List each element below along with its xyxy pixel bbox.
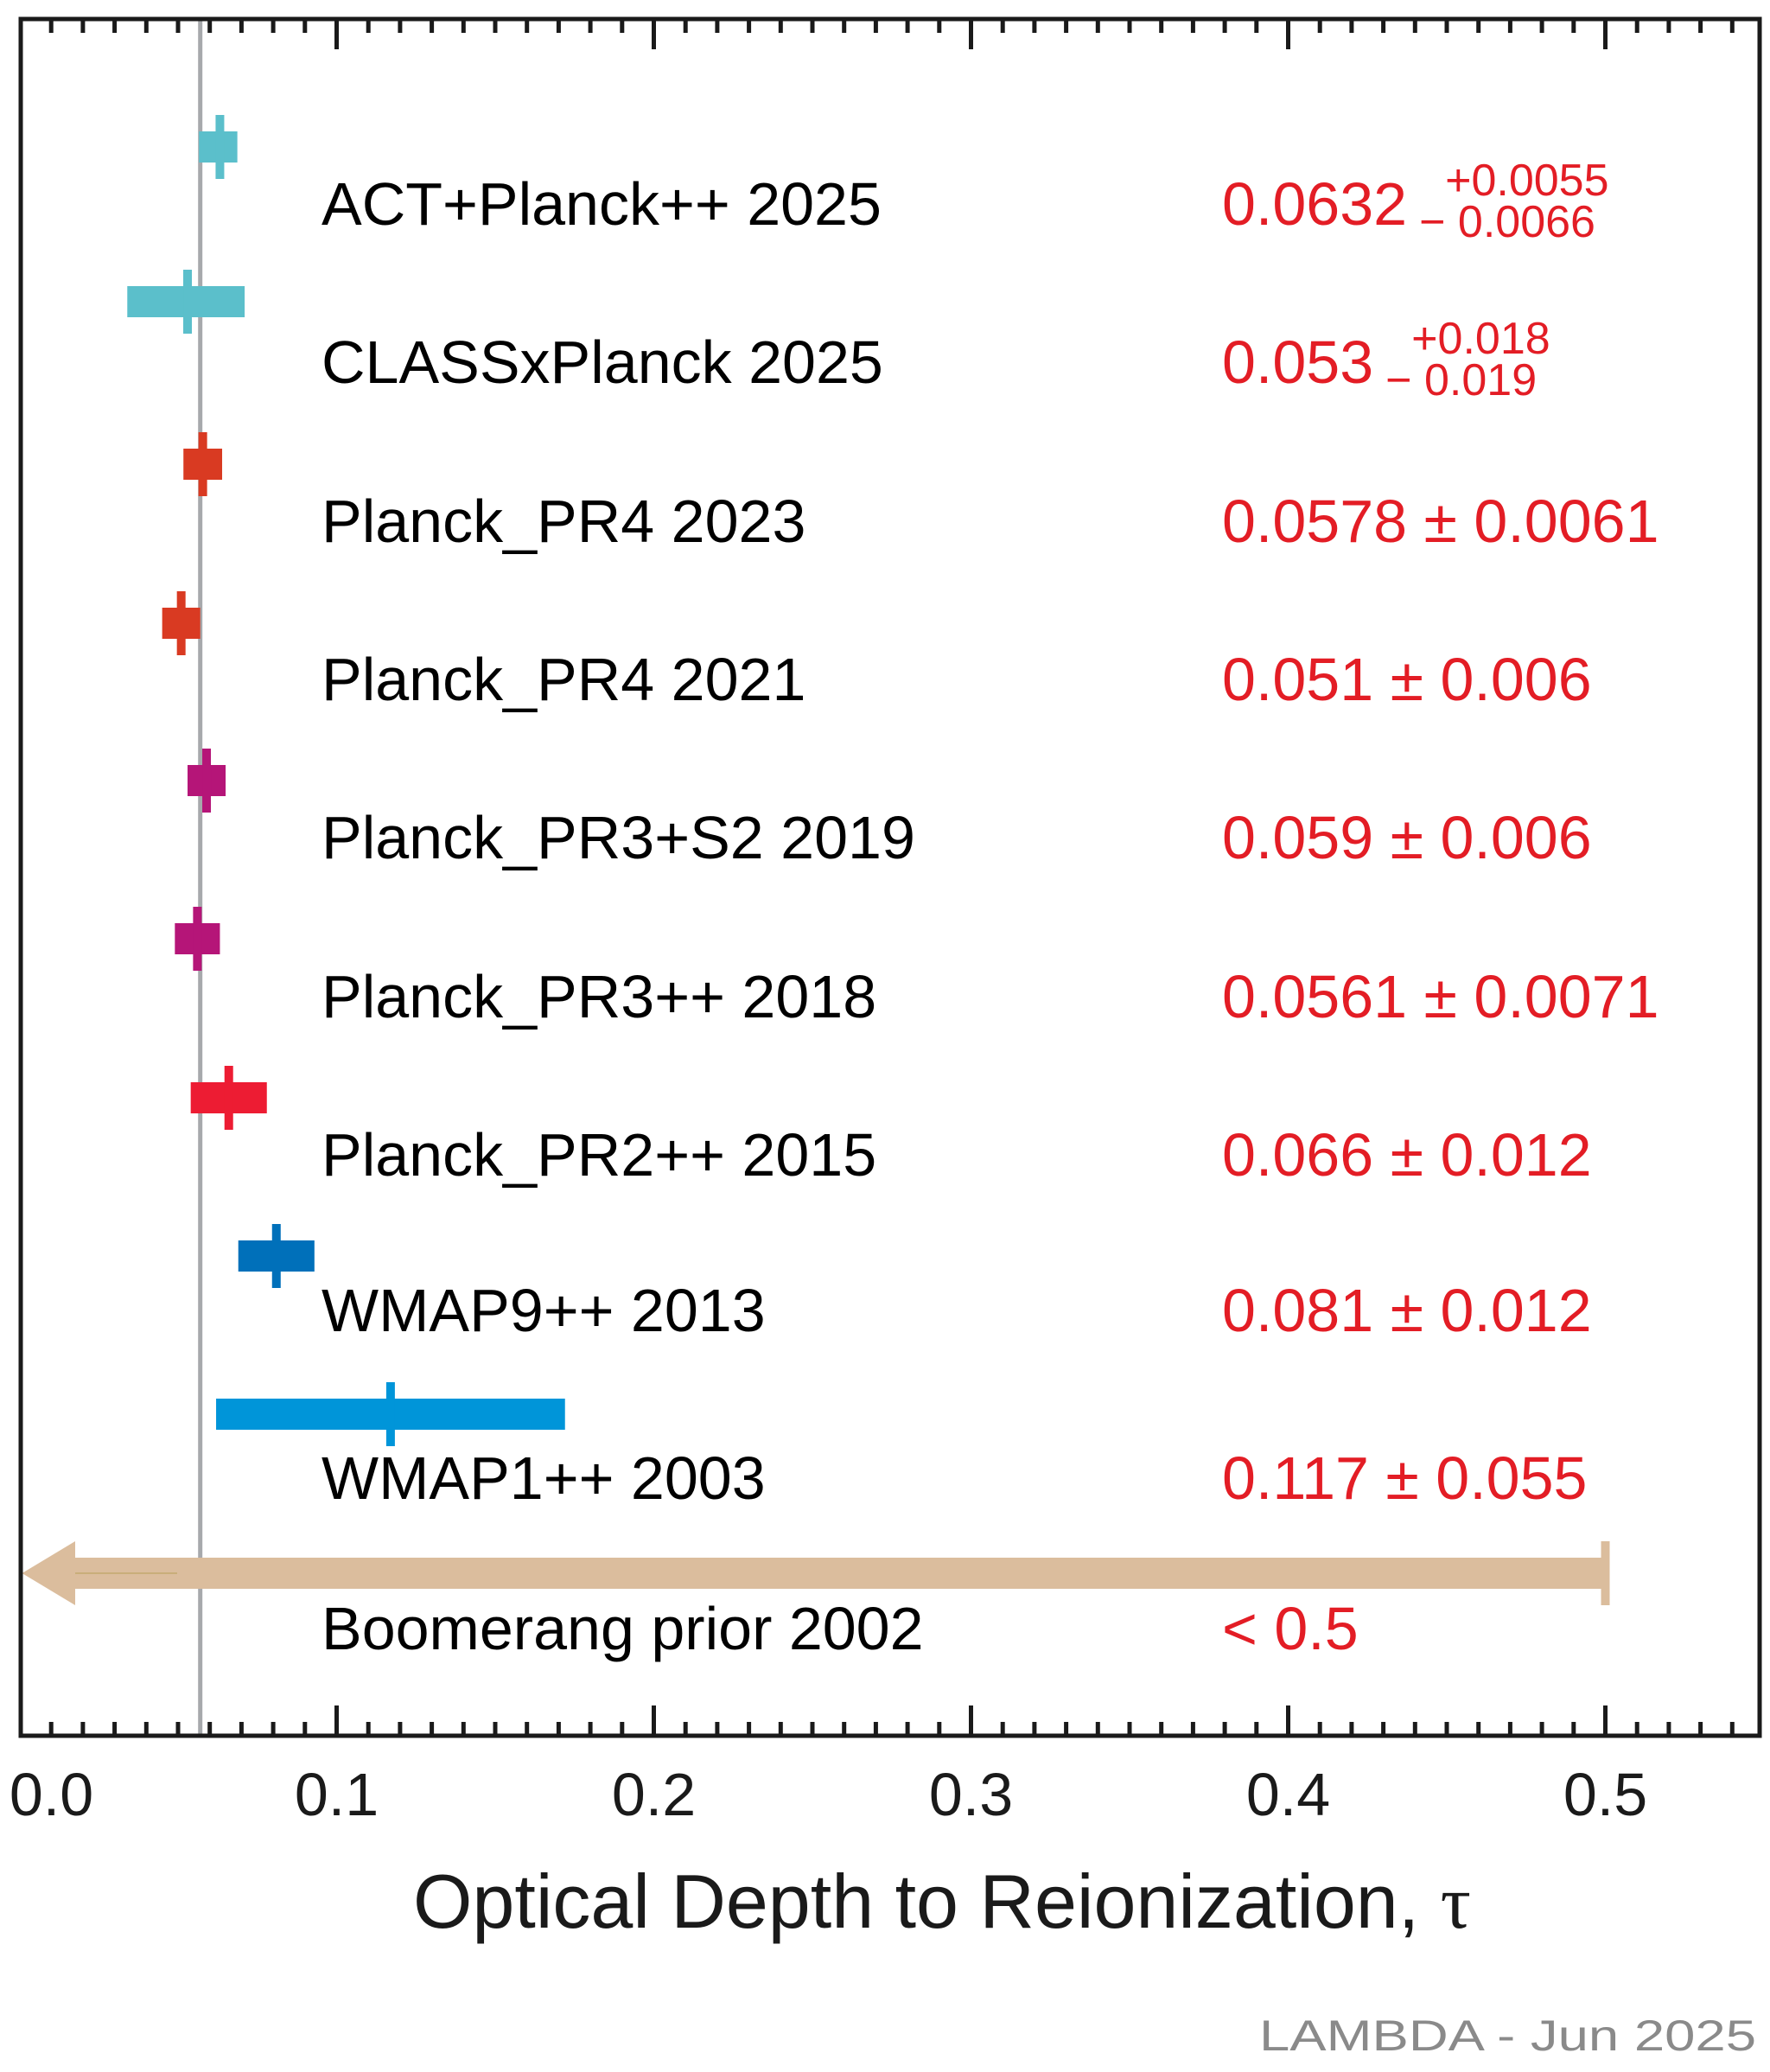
central-value-tick [183,270,193,334]
value-label: 0.059 ± 0.006 [1222,804,1592,871]
err-minus-label: − 0.0066 [1419,197,1595,247]
x-axis-title: Optical Depth to Reionization, τ [413,1858,1471,1945]
series-label: Planck_PR4 2021 [322,646,805,713]
x-tick-label: 0.1 [295,1761,379,1828]
value-label: 0.081 ± 0.012 [1222,1277,1592,1344]
central-value-tick [198,432,207,496]
x-axis: 0.0 0.1 0.2 0.3 0.4 0.5 [10,19,1735,1828]
series-label: Boomerang prior 2002 [322,1595,924,1662]
central-value-tick [215,115,225,179]
x-tick-label: 0.3 [929,1761,1013,1828]
x-axis-title-text: Optical Depth to Reionization, [413,1858,1441,1944]
tau-symbol: τ [1441,1861,1471,1945]
series-label: WMAP1++ 2003 [322,1444,766,1512]
central-value-tick [385,1382,395,1446]
series-label: Planck_PR3+S2 2019 [322,804,915,871]
central-value-tick [193,907,202,971]
series-label: Planck_PR2++ 2015 [322,1121,876,1189]
series-label: WMAP9++ 2013 [322,1277,766,1344]
value-label: < 0.5 [1222,1595,1359,1662]
markers-layer [22,19,1610,1736]
value-label: 0.0561 ± 0.0071 [1222,963,1659,1030]
x-tick-label: 0.0 [10,1761,93,1828]
series-label: Planck_PR4 2023 [322,488,805,555]
value-label: 0.051 ± 0.006 [1222,646,1592,713]
labels-layer: ACT+Planck++ 2025 0.0632 +0.0055− 0.0066 CL… [322,156,1659,1662]
central-value-tick [176,591,186,655]
credit-text: LAMBDA - Jun 2025 [1259,2011,1756,2060]
value-label: 0.053 [1222,328,1373,396]
err-plus-label: +0.018 [1411,314,1550,364]
x-tick-label: 0.4 [1246,1761,1330,1828]
x-tick-label: 0.2 [612,1761,696,1828]
upper-limit-endcap [1601,1541,1610,1605]
arrow-left-icon [22,1541,75,1605]
series-label: ACT+Planck++ 2025 [322,170,882,238]
err-minus-label: − 0.019 [1385,355,1537,405]
series-label: CLASSxPlanck 2025 [322,328,883,396]
value-label: 0.0578 ± 0.0061 [1222,488,1659,555]
value-label: 0.066 ± 0.012 [1222,1121,1592,1189]
plot-frame [18,16,1762,1738]
x-tick-label: 0.5 [1563,1761,1647,1828]
central-value-tick [271,1224,281,1288]
central-value-tick [202,749,212,813]
upper-limit-shaft [75,1558,1606,1589]
central-value-tick [224,1066,233,1130]
value-label: 0.0632 [1222,170,1407,238]
err-plus-label: +0.0055 [1445,156,1608,206]
series-label: Planck_PR3++ 2018 [322,963,876,1030]
value-label: 0.117 ± 0.055 [1222,1444,1587,1512]
